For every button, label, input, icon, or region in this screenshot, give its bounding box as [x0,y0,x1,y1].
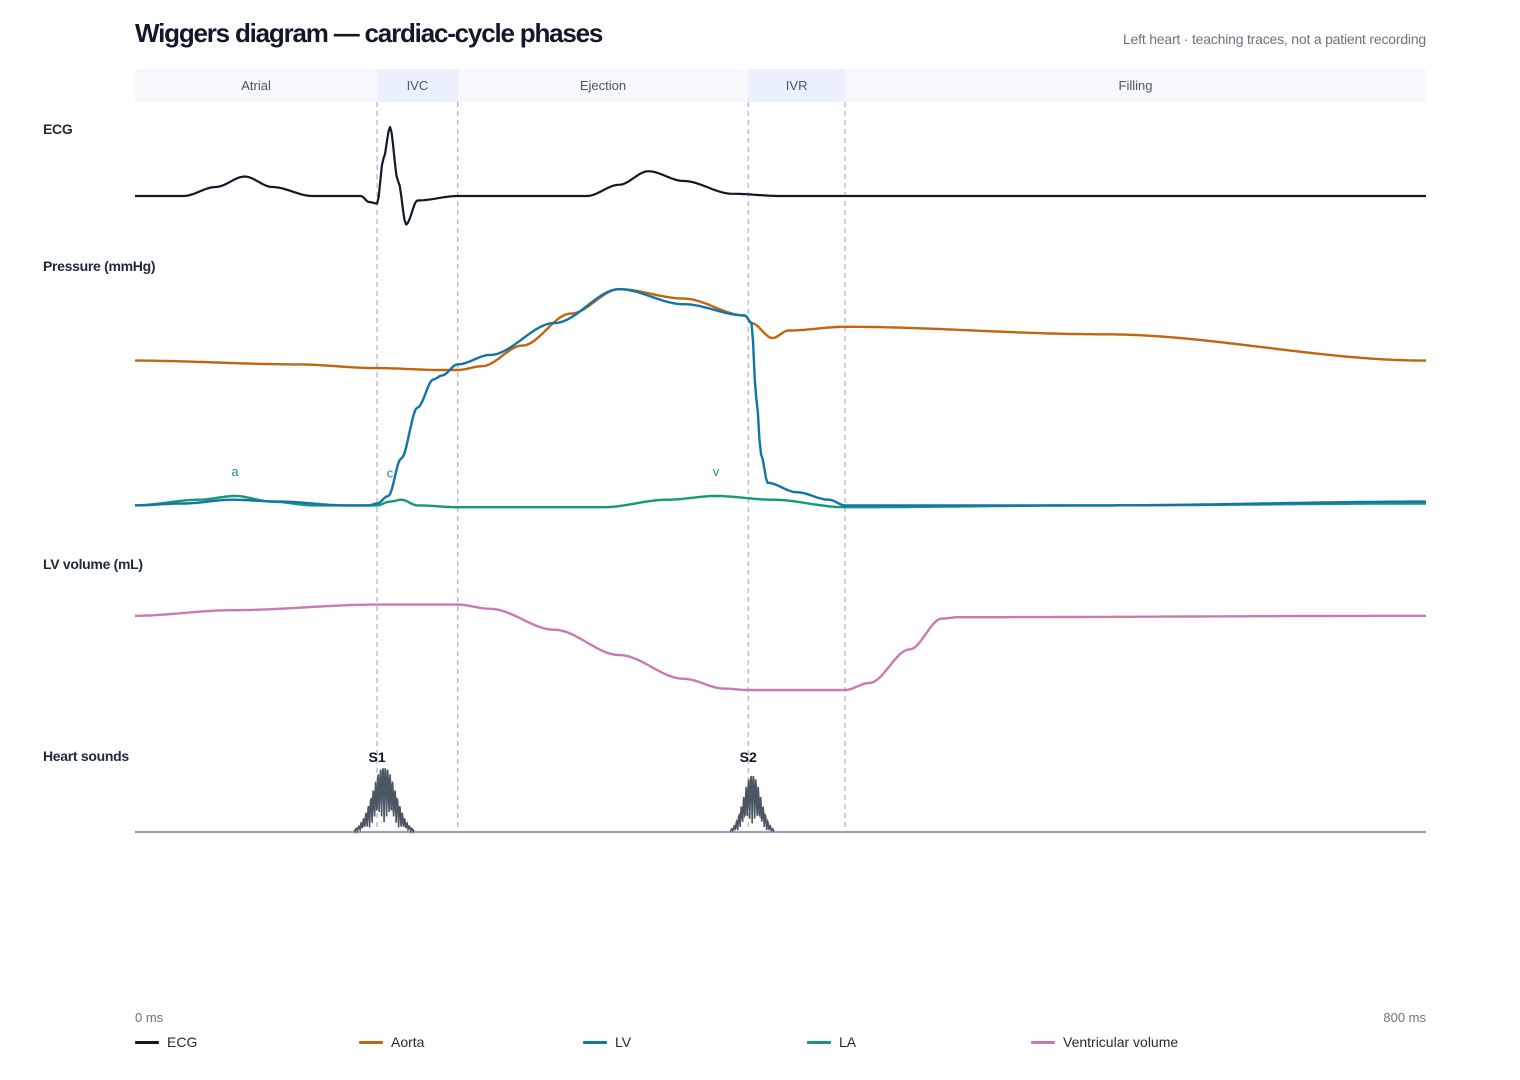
legend: ECG Aorta LV LA Ventricular volume [135,1034,1426,1054]
heart-sound-burst-s1 [353,768,415,835]
legend-item: Aorta [359,1034,424,1050]
ecg-trace [135,125,1426,226]
heart-sound-burst-s2 [729,776,775,833]
legend-label: Aorta [391,1034,425,1050]
phase-ivr: IVR [748,69,846,102]
legend-swatch [807,1040,831,1044]
panel-label-ecg: ECG [43,121,73,137]
legend-swatch [359,1040,383,1044]
legend-swatch [135,1040,159,1044]
phase-atrial: Atrial [135,69,378,102]
panel-label-volume: LV volume (mL) [43,556,143,572]
heart-sound-label-s1: S1 [369,749,386,765]
lv-pressure-trace [135,288,1426,507]
legend-item: LA [807,1034,856,1050]
legend-label: LA [839,1034,857,1050]
legend-label: ECG [167,1034,198,1050]
panel-label-pressure: Pressure (mmHg) [43,258,156,274]
aorta-pressure-trace [135,288,1426,372]
la-wave-label-c: c [387,466,394,481]
legend-swatch [583,1040,607,1044]
legend-label: LV [615,1034,632,1050]
legend-swatch [1031,1040,1055,1044]
page-title: Wiggers diagram — cardiac-cycle phases [135,18,603,48]
la-wave-label-a: a [231,464,239,479]
legend-label: Ventricular volume [1063,1034,1179,1050]
page-subtitle: Left heart · teaching traces, not a pati… [1122,31,1426,47]
axis-end-label: 800 ms [1383,1010,1426,1025]
axis-start-label: 0 ms [135,1010,164,1025]
la-wave-label-v: v [713,464,720,479]
phase-filling: Filling [845,69,1426,102]
legend-item: Ventricular volume [1031,1034,1178,1050]
panel-label-sounds: Heart sounds [43,748,129,764]
volume-trace [135,603,1426,692]
phase-ejection: Ejection [457,69,749,102]
legend-item: ECG [135,1034,197,1050]
phase-ivc: IVC [377,69,458,102]
heart-sound-label-s2: S2 [740,749,757,765]
legend-item: LV [583,1034,631,1050]
